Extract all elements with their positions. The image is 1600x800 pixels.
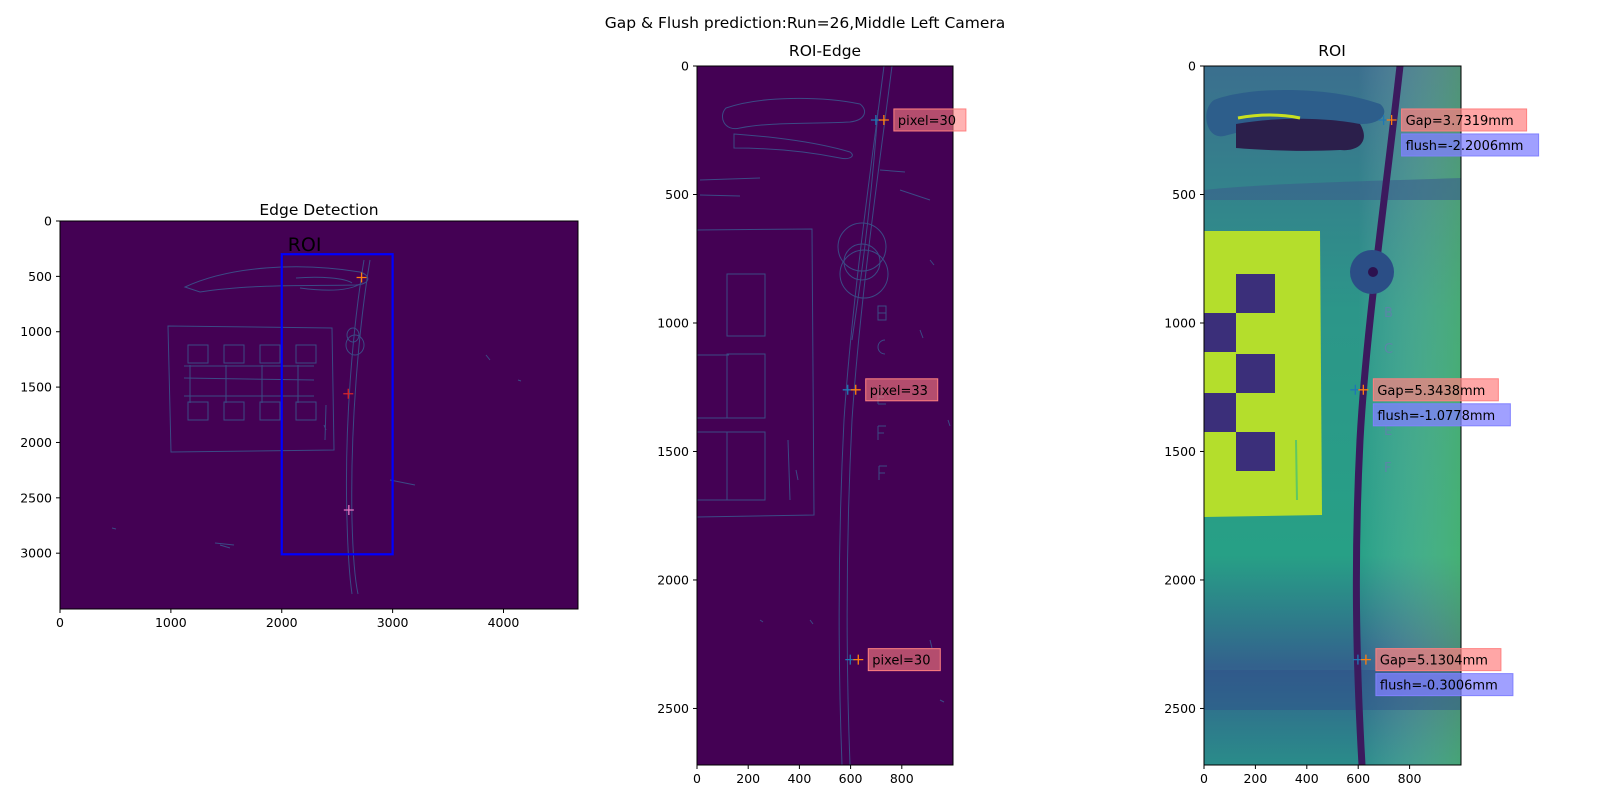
x-tick-label: 1000	[155, 615, 187, 630]
x-tick-label: 0	[1200, 771, 1208, 786]
svg-text:C: C	[1384, 342, 1393, 357]
gap-box	[1401, 108, 1528, 132]
pixel-label: pixel=30	[898, 114, 956, 129]
y-tick-label: 1000	[20, 324, 52, 339]
flush-label: flush=-1.0778mm	[1377, 409, 1495, 424]
gap-label: Gap=5.1304mm	[1380, 654, 1488, 669]
flush-label: flush=-2.2006mm	[1406, 139, 1524, 154]
y-tick-label: 1500	[657, 444, 689, 459]
x-tick-label: 200	[736, 771, 760, 786]
y-tick-label: 2000	[20, 435, 52, 450]
x-tick-label: 400	[1295, 771, 1319, 786]
x-tick-label: 400	[787, 771, 811, 786]
x-tick-label: 0	[693, 771, 701, 786]
gap-label: Gap=3.7319mm	[1406, 114, 1514, 129]
edge-roi-box: ROI	[280, 234, 394, 556]
y-tick-label: 0	[1188, 59, 1196, 74]
gap-box	[1372, 378, 1499, 402]
edge-detection-panel: Edge Detection	[20, 201, 579, 630]
gap-label: Gap=5.3438mm	[1377, 384, 1485, 399]
flush-label: flush=-0.3006mm	[1380, 679, 1498, 694]
edge-marker	[343, 505, 354, 516]
y-tick-label: 2000	[657, 572, 689, 587]
flush-box	[1375, 673, 1514, 697]
x-tick-label: 200	[1243, 771, 1267, 786]
roi-panel: ROI	[1164, 42, 1540, 786]
edge-detection-image-edges	[111, 259, 522, 595]
y-tick-label: 2000	[1164, 572, 1196, 587]
y-tick-label: 2500	[20, 490, 52, 505]
y-tick-label: 500	[28, 269, 52, 284]
pixel-box	[865, 378, 939, 402]
y-tick-label: 0	[44, 214, 52, 229]
y-tick-label: 1000	[1164, 315, 1196, 330]
edge-detection-title: Edge Detection	[259, 201, 378, 219]
svg-text:E: E	[1384, 424, 1392, 439]
svg-text:B: B	[1384, 306, 1393, 321]
svg-text:F: F	[1384, 461, 1391, 476]
x-tick-label: 4000	[488, 615, 520, 630]
roi-edge-panel: ROI-Edge	[657, 42, 967, 786]
y-tick-label: 2500	[657, 701, 689, 716]
roi-marker-right	[1358, 384, 1369, 395]
roi-marker-right	[1360, 654, 1371, 665]
edge-marker	[356, 272, 367, 283]
figure-suptitle: Gap & Flush prediction:Run=26,Middle Lef…	[605, 14, 1006, 32]
x-tick-label: 0	[56, 615, 64, 630]
edge-marker	[343, 388, 354, 399]
roi-edge-title: ROI-Edge	[789, 42, 861, 60]
y-tick-label: 500	[1172, 187, 1196, 202]
edge-detection-image	[60, 221, 578, 609]
pixel-label: pixel=30	[872, 654, 930, 669]
y-tick-label: 1000	[657, 315, 689, 330]
x-tick-label: 3000	[377, 615, 409, 630]
y-tick-label: 3000	[20, 546, 52, 561]
y-tick-label: 2500	[1164, 701, 1196, 716]
flush-box	[1372, 403, 1511, 427]
y-tick-label: 0	[681, 59, 689, 74]
y-tick-label: 1500	[20, 380, 52, 395]
x-tick-label: 600	[1346, 771, 1370, 786]
pixel-box	[867, 648, 941, 672]
x-tick-label: 2000	[266, 615, 298, 630]
edge-roi-label: ROI	[288, 234, 322, 256]
y-tick-label: 500	[665, 187, 689, 202]
x-tick-label: 600	[839, 771, 863, 786]
roi-edge-marker-right	[878, 114, 889, 125]
gap-box	[1375, 648, 1502, 672]
roi-title: ROI	[1318, 42, 1346, 60]
pixel-label: pixel=33	[870, 384, 928, 399]
pixel-box	[893, 108, 967, 132]
roi-edge-marker-right	[850, 384, 861, 395]
roi-marker-right	[1386, 114, 1397, 125]
y-tick-label: 1500	[1164, 444, 1196, 459]
x-tick-label: 800	[1398, 771, 1422, 786]
x-tick-label: 800	[890, 771, 914, 786]
flush-box	[1401, 133, 1540, 157]
roi-edge-marker-right	[853, 654, 864, 665]
